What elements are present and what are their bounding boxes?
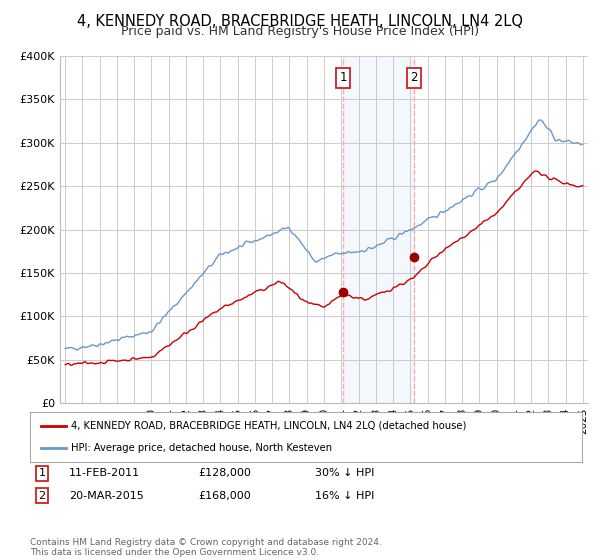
Text: Price paid vs. HM Land Registry's House Price Index (HPI): Price paid vs. HM Land Registry's House … bbox=[121, 25, 479, 38]
Text: 30% ↓ HPI: 30% ↓ HPI bbox=[315, 468, 374, 478]
Text: 1: 1 bbox=[38, 468, 46, 478]
Text: HPI: Average price, detached house, North Kesteven: HPI: Average price, detached house, Nort… bbox=[71, 443, 332, 453]
Text: £128,000: £128,000 bbox=[198, 468, 251, 478]
Text: 4, KENNEDY ROAD, BRACEBRIDGE HEATH, LINCOLN, LN4 2LQ: 4, KENNEDY ROAD, BRACEBRIDGE HEATH, LINC… bbox=[77, 14, 523, 29]
Text: 11-FEB-2011: 11-FEB-2011 bbox=[69, 468, 140, 478]
Text: 2: 2 bbox=[38, 491, 46, 501]
Text: 1: 1 bbox=[340, 71, 347, 84]
Text: 4, KENNEDY ROAD, BRACEBRIDGE HEATH, LINCOLN, LN4 2LQ (detached house): 4, KENNEDY ROAD, BRACEBRIDGE HEATH, LINC… bbox=[71, 421, 467, 431]
Text: £168,000: £168,000 bbox=[198, 491, 251, 501]
Bar bbox=[343, 56, 414, 403]
Text: 16% ↓ HPI: 16% ↓ HPI bbox=[315, 491, 374, 501]
Text: Contains HM Land Registry data © Crown copyright and database right 2024.
This d: Contains HM Land Registry data © Crown c… bbox=[30, 538, 382, 557]
Text: 2: 2 bbox=[410, 71, 418, 84]
Text: 20-MAR-2015: 20-MAR-2015 bbox=[69, 491, 144, 501]
